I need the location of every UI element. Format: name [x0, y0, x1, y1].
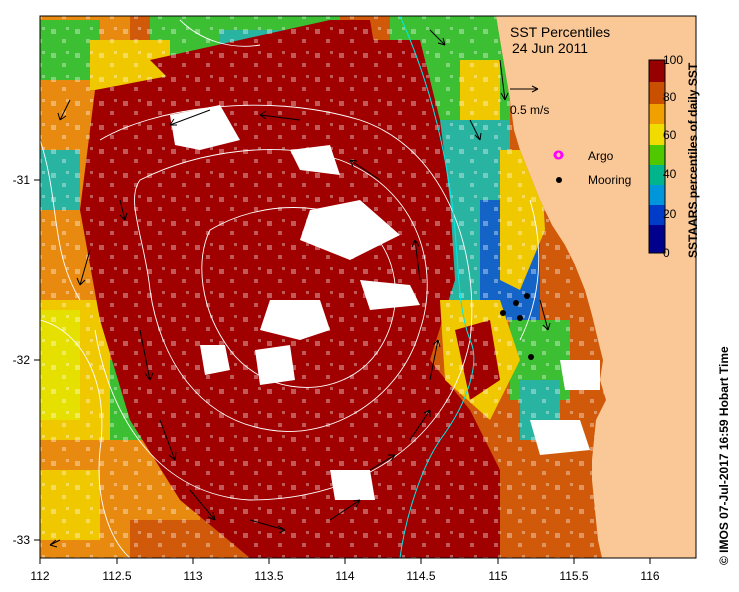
x-tick-label: 115.5	[559, 569, 588, 583]
colorbar-swatch	[649, 60, 665, 82]
colorbar-swatch	[649, 165, 665, 185]
mooring-markers	[500, 293, 534, 360]
mooring-icon	[556, 177, 562, 183]
x-tick-label: 113	[183, 569, 202, 583]
y-axis-ticks	[34, 179, 40, 541]
argo-icon	[554, 150, 564, 160]
x-tick-label: 112	[30, 569, 49, 583]
colorbar-swatch	[649, 225, 665, 253]
x-tick-label: 115	[488, 569, 507, 583]
mooring-marker	[524, 293, 530, 299]
plot-area	[40, 16, 696, 558]
colorbar-tick-label: 80	[663, 90, 677, 104]
colorbar-swatch	[649, 145, 665, 165]
plot-frame	[39, 15, 697, 559]
colorbar-swatch	[649, 185, 665, 205]
colorbar-tick-label: 40	[663, 167, 677, 181]
colorbar-swatch	[649, 104, 665, 124]
mooring-marker	[517, 315, 523, 321]
arrow-right-icon	[510, 85, 539, 93]
isobath	[399, 16, 475, 558]
colorbar-swatch	[649, 205, 665, 225]
mooring-legend-item: Mooring	[556, 173, 631, 187]
colorbar-swatch	[649, 82, 665, 104]
colorbar-title: SSTAARS percentiles of daily SST	[686, 62, 700, 258]
x-tick-label: 114	[335, 569, 354, 583]
mooring-legend-label: Mooring	[588, 173, 631, 187]
x-tick-label: 114.5	[406, 569, 435, 583]
x-tick-label: 112.5	[102, 569, 131, 583]
y-tick-label: -33	[13, 533, 31, 547]
colorbar-tick-label: 100	[663, 53, 683, 67]
colorbar: 100 80 60 40 20 0 SSTAARS percentiles of…	[648, 53, 700, 260]
mooring-marker	[500, 310, 506, 316]
argo-legend-label: Argo	[588, 149, 614, 163]
credit-line: © IMOS 07-Jul-2017 16:59 Hobart Time	[717, 346, 731, 565]
velocity-scale: 0.5 m/s	[510, 85, 549, 117]
x-tick-label: 113.5	[254, 569, 283, 583]
velocity-scale-label: 0.5 m/s	[510, 103, 549, 117]
y-axis-labels: -31 -32 -33	[13, 173, 31, 547]
colorbar-swatch	[649, 124, 665, 145]
x-axis-ticks	[39, 558, 651, 564]
current-vectors	[49, 29, 551, 548]
y-tick-label: -31	[13, 173, 31, 187]
x-tick-label: 116	[640, 569, 659, 583]
y-tick-label: -32	[13, 353, 31, 367]
legend: Argo Mooring	[554, 149, 631, 187]
map-date: 24 Jun 2011	[512, 40, 588, 56]
x-axis-labels: 112 112.5 113 113.5 114 114.5 115 115.5 …	[30, 569, 659, 583]
colorbar-tick-label: 60	[663, 128, 677, 142]
mooring-marker	[513, 300, 519, 306]
mooring-marker	[528, 354, 534, 360]
colorbar-tick-label: 20	[663, 207, 677, 221]
map-title: SST Percentiles	[510, 24, 610, 40]
colorbar-tick-label: 0	[663, 246, 670, 260]
argo-legend-item: Argo	[554, 149, 614, 163]
